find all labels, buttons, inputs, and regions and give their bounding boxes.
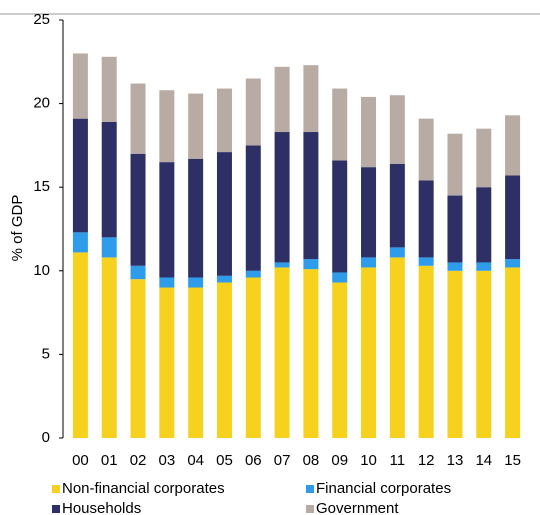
bar-segment: [361, 257, 377, 268]
bar-segment: [245, 145, 261, 271]
x-tick-label: 05: [216, 452, 233, 469]
bar-segment: [72, 118, 88, 233]
bar-segment: [101, 121, 117, 238]
bar-segment: [389, 247, 405, 258]
bar-segment: [476, 262, 492, 271]
x-tick-label: 08: [303, 452, 320, 469]
x-tick-label: 14: [475, 452, 492, 469]
bar-segment: [303, 132, 319, 260]
bar-segment: [101, 237, 117, 258]
x-tick-label: 06: [245, 452, 262, 469]
x-tick-label: 15: [504, 452, 521, 469]
bar-segment: [216, 152, 232, 276]
bar-segment: [245, 78, 261, 146]
legend-label: Financial corporates: [316, 480, 451, 497]
y-tick-label: 15: [33, 178, 50, 195]
bar-segment: [188, 277, 204, 288]
x-tick-label: 13: [447, 452, 464, 469]
y-tick-label: 20: [33, 95, 50, 112]
bar-segment: [188, 93, 204, 159]
x-tick-label: 11: [390, 452, 406, 469]
x-tick-label: 09: [331, 452, 348, 469]
bar-segment: [389, 95, 405, 164]
bar-segment: [505, 259, 521, 268]
bar-segment: [332, 88, 348, 161]
bar-segment: [72, 232, 88, 253]
bar-segment: [216, 88, 232, 153]
bar-segment: [274, 66, 290, 133]
bar-segment: [159, 162, 175, 278]
legend-swatch: [52, 505, 60, 513]
bar-segment: [101, 257, 117, 438]
bar-segment: [361, 167, 377, 258]
legend-swatch: [52, 485, 60, 493]
bar-segment: [303, 269, 319, 438]
x-tick-label: 03: [159, 452, 176, 469]
bar-segment: [476, 270, 492, 438]
bar-segment: [418, 180, 434, 258]
x-tick-label: 01: [101, 452, 118, 469]
y-tick-label: 5: [42, 345, 50, 362]
bar-segment: [332, 282, 348, 438]
bar-segment: [245, 270, 261, 278]
bar-segment: [447, 270, 463, 438]
x-tick-label: 07: [274, 452, 291, 469]
bar-segment: [389, 163, 405, 248]
bar-segment: [72, 252, 88, 438]
y-tick-label: 10: [33, 262, 50, 279]
bar-segment: [505, 267, 521, 438]
bar-segment: [216, 282, 232, 438]
y-tick-label: 25: [33, 11, 50, 28]
bar-segment: [188, 287, 204, 438]
x-tick-label: 02: [130, 452, 147, 469]
bar-segment: [130, 153, 146, 266]
x-tick-label: 04: [187, 452, 204, 469]
bar-segment: [332, 272, 348, 283]
bar-segment: [245, 277, 261, 438]
bar-segment: [130, 265, 146, 280]
y-axis-label: % of GDP: [9, 195, 26, 262]
bar-segment: [476, 128, 492, 188]
bar-segment: [159, 277, 175, 288]
legend-swatch: [306, 485, 314, 493]
x-tick-label: 12: [418, 452, 435, 469]
bar-segment: [361, 267, 377, 438]
bar-segment: [447, 195, 463, 263]
legend-label: Non-financial corporates: [62, 480, 225, 497]
y-tick-label: 0: [42, 429, 50, 446]
bar-segment: [274, 267, 290, 438]
bar-segment: [332, 160, 348, 273]
bar-segment: [130, 279, 146, 438]
bar-segment: [72, 53, 88, 119]
bar-segment: [188, 158, 204, 278]
bar-segment: [159, 287, 175, 438]
bar-segment: [447, 133, 463, 196]
bar-segment: [274, 262, 290, 268]
bar-segment: [101, 56, 117, 122]
bar-segment: [361, 96, 377, 168]
bar-segment: [303, 65, 319, 133]
bar-segment: [476, 187, 492, 263]
x-tick-label: 00: [72, 452, 89, 469]
legend-swatch: [306, 505, 314, 513]
bar-segment: [418, 265, 434, 438]
bar-segment: [505, 115, 521, 176]
bar-segment: [447, 262, 463, 271]
legend-label: Government: [316, 500, 399, 515]
bar-segment: [274, 132, 290, 263]
x-tick-label: 10: [360, 452, 377, 469]
bar-segment: [418, 118, 434, 181]
bar-segment: [216, 275, 232, 283]
bar-segment: [159, 90, 175, 163]
bar-segment: [389, 257, 405, 438]
legend-label: Households: [62, 500, 141, 515]
bar-segment: [130, 83, 146, 154]
bar-segment: [418, 257, 434, 266]
bar-segment: [505, 175, 521, 260]
bar-segment: [303, 259, 319, 270]
